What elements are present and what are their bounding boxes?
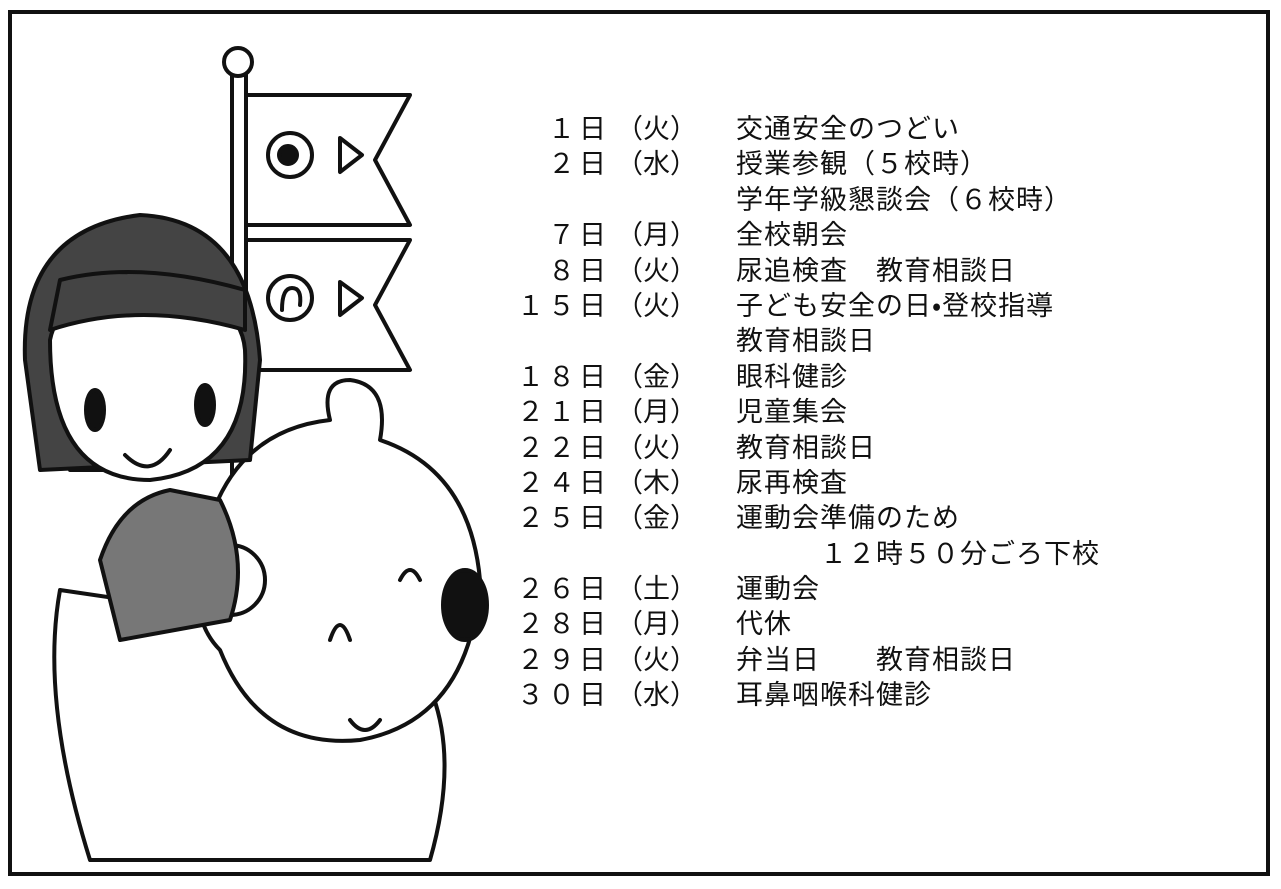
event-date: ７日: [548, 220, 610, 252]
event-text: 尿追検査 教育相談日: [736, 255, 1016, 287]
spacer: [500, 183, 610, 218]
event-weekday: （金）: [616, 361, 697, 393]
event-weekday: （金）: [616, 503, 697, 535]
spacer: [610, 183, 736, 218]
illustration: [22, 46, 489, 862]
schedule-row: １８日 （金） 眼科健診: [500, 360, 1100, 395]
event-weekday: （土）: [616, 574, 697, 606]
schedule-row: ８日 （火） 尿追検査 教育相談日: [500, 254, 1100, 289]
event-weekday: （火）: [616, 644, 697, 676]
event-date: １５日: [517, 290, 610, 322]
event-text: 児童集会: [736, 397, 848, 429]
schedule-row: １日 （火） 交通安全のつどい: [500, 112, 1100, 147]
event-text: 代休: [736, 609, 792, 641]
event-text: 学年学級懇談会（６校時）: [736, 184, 1072, 216]
event-weekday: （月）: [616, 609, 697, 641]
schedule-row: ２９日 （火） 弁当日 教育相談日: [500, 643, 1100, 678]
event-date: ２４日: [517, 467, 610, 499]
event-weekday: （木）: [616, 467, 697, 499]
schedule-row: １２時５０分ごろ下校: [500, 537, 1100, 572]
event-weekday: （水）: [616, 680, 697, 712]
event-text: 教育相談日: [736, 432, 876, 464]
event-date: ２９日: [517, 644, 610, 676]
schedule-row: ２１日 （月） 児童集会: [500, 395, 1100, 430]
spacer: [500, 537, 610, 572]
event-weekday: （月）: [616, 220, 697, 252]
frame: [8, 10, 1270, 876]
event-date: ３０日: [517, 680, 610, 712]
schedule-row: １５日 （火） 子ども安全の日・登校指導: [500, 289, 1100, 324]
event-text: 運動会準備のため: [736, 503, 960, 535]
event-text: 全校朝会: [736, 220, 848, 252]
event-text: 尿再検査: [736, 467, 848, 499]
bear-head: [195, 378, 482, 743]
event-weekday: （水）: [616, 149, 697, 181]
schedule-row: ７日 （月） 全校朝会: [500, 218, 1100, 253]
schedule-row: ３０日 （水） 耳鼻咽喉科健診: [500, 678, 1100, 713]
schedule-row: ２日 （水） 授業参観（５校時）: [500, 147, 1100, 182]
schedule-row: ２５日 （金） 運動会準備のため: [500, 501, 1100, 536]
event-text: １２時５０分ごろ下校: [736, 538, 1100, 570]
event-date: ２２日: [517, 432, 610, 464]
event-text: 子ども安全の日・登校指導: [736, 290, 1055, 322]
pole-knob: [222, 46, 254, 78]
schedule-row: ２２日 （火） 教育相談日: [500, 431, 1100, 466]
schedule-row: ２８日 （月） 代休: [500, 607, 1100, 642]
event-weekday: （火）: [616, 290, 697, 322]
spacer: [500, 324, 610, 359]
event-text: 授業参観（５校時）: [736, 149, 988, 181]
event-weekday: （火）: [616, 114, 697, 145]
schedule-row: ２４日 （木） 尿再検査: [500, 466, 1100, 501]
event-date: ２５日: [517, 503, 610, 535]
event-weekday: （火）: [616, 432, 697, 464]
flag: [244, 93, 412, 227]
schedule-row: ２６日 （土） 運動会: [500, 572, 1100, 607]
event-date: ２６日: [517, 574, 610, 606]
event-text: 弁当日 教育相談日: [736, 644, 1016, 676]
event-weekday: （月）: [616, 397, 697, 429]
schedule-row: 教育相談日: [500, 324, 1100, 359]
event-text: 運動会: [736, 574, 820, 606]
schedule-row: 学年学級懇談会（６校時）: [500, 183, 1100, 218]
spacer: [610, 537, 736, 572]
event-date: ８日: [548, 255, 610, 287]
event-text: 眼科健診: [736, 361, 848, 393]
event-text: 教育相談日: [736, 326, 876, 358]
event-weekday: （火）: [616, 255, 697, 287]
event-date: １８日: [517, 361, 610, 393]
event-date: １日: [548, 114, 610, 145]
spacer: [610, 324, 736, 359]
schedule: １日 （火） 交通安全のつどい ２日 （水） 授業参観（５校時） 学年学級懇談会（６校時） ７…: [500, 112, 1100, 714]
event-text: 交通安全のつどい: [736, 114, 960, 145]
event-date: ２１日: [517, 397, 610, 429]
girl-body: [98, 488, 240, 642]
event-date: ２８日: [517, 609, 610, 641]
event-date: ２日: [548, 149, 610, 181]
event-text: 耳鼻咽喉科健診: [736, 680, 932, 712]
